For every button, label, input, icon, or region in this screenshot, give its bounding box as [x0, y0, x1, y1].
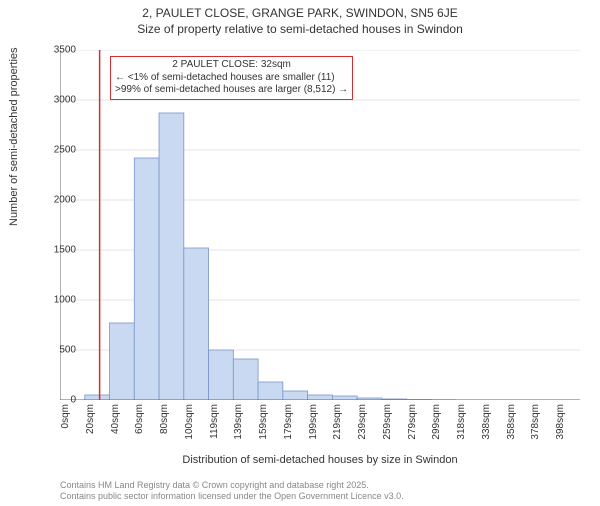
chart-area [60, 50, 580, 400]
x-tick-label: 318sqm [456, 404, 467, 454]
x-tick-label: 159sqm [258, 404, 269, 454]
footer: Contains HM Land Registry data © Crown c… [60, 480, 404, 502]
footer-line1: Contains HM Land Registry data © Crown c… [60, 480, 404, 491]
y-tick-label: 3000 [36, 95, 76, 106]
x-tick-label: 139sqm [233, 404, 244, 454]
x-tick-label: 219sqm [332, 404, 343, 454]
x-tick-label: 0sqm [60, 404, 71, 454]
y-tick-label: 3500 [36, 45, 76, 56]
x-tick-label: 80sqm [159, 404, 170, 454]
footer-line2: Contains public sector information licen… [60, 491, 404, 502]
x-tick-label: 398sqm [555, 404, 566, 454]
y-tick-label: 1500 [36, 245, 76, 256]
title-line2: Size of property relative to semi-detach… [0, 22, 600, 36]
annotation-line3: >99% of semi-detached houses are larger … [115, 84, 348, 97]
y-tick-label: 500 [36, 345, 76, 356]
x-tick-label: 119sqm [209, 404, 220, 454]
histogram-plot [60, 50, 580, 400]
x-tick-label: 179sqm [283, 404, 294, 454]
y-axis-label: Number of semi-detached properties [8, 47, 20, 226]
x-tick-label: 20sqm [85, 404, 96, 454]
x-tick-label: 299sqm [431, 404, 442, 454]
y-tick-label: 2000 [36, 195, 76, 206]
y-tick-label: 2500 [36, 145, 76, 156]
x-tick-label: 358sqm [506, 404, 517, 454]
x-tick-label: 100sqm [184, 404, 195, 454]
x-tick-label: 279sqm [407, 404, 418, 454]
x-tick-label: 40sqm [110, 404, 121, 454]
x-tick-label: 199sqm [308, 404, 319, 454]
title-line1: 2, PAULET CLOSE, GRANGE PARK, SWINDON, S… [0, 6, 600, 20]
x-tick-label: 60sqm [134, 404, 145, 454]
y-tick-label: 1000 [36, 295, 76, 306]
annotation-box: 2 PAULET CLOSE: 32sqm ← <1% of semi-deta… [110, 56, 353, 100]
x-tick-label: 239sqm [357, 404, 368, 454]
annotation-line2: ← <1% of semi-detached houses are smalle… [115, 72, 348, 85]
annotation-line1: 2 PAULET CLOSE: 32sqm [115, 59, 348, 72]
x-tick-label: 378sqm [530, 404, 541, 454]
x-axis-label: Distribution of semi-detached houses by … [60, 454, 580, 466]
x-tick-label: 338sqm [481, 404, 492, 454]
x-tick-label: 259sqm [382, 404, 393, 454]
